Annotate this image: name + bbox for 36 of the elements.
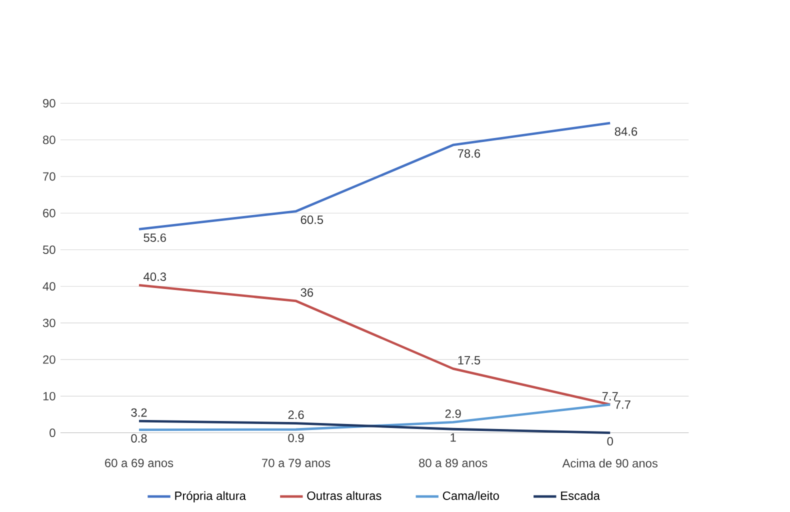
data-label: 2.6	[288, 410, 304, 419]
data-label: 1	[450, 433, 456, 442]
legend-label: Escada	[561, 491, 600, 500]
data-label: 17.5	[458, 356, 480, 364]
data-label: 2.9	[445, 409, 461, 418]
data-label: 55.6	[144, 233, 166, 242]
data-label: 36	[300, 288, 314, 297]
data-label: 0	[607, 436, 613, 446]
legend-label: Cama/leito	[442, 491, 499, 500]
x-tick-label: 80 a 89 anos	[419, 458, 488, 468]
y-tick-label: 30	[42, 318, 56, 328]
data-label: 40.3	[144, 272, 166, 281]
data-label: 0.8	[131, 434, 147, 443]
y-tick-label: 60	[43, 208, 56, 218]
legend-label: Própria altura	[175, 491, 246, 502]
x-tick-label: 60 a 69 anos	[105, 458, 174, 468]
data-label: 3.2	[131, 408, 147, 417]
y-tick-label: 10	[43, 392, 56, 400]
data-label: 7.7	[602, 392, 618, 400]
y-tick-label: 70	[43, 172, 56, 181]
legend-label: Outras alturas	[307, 491, 382, 500]
y-tick-label: 40	[42, 282, 56, 290]
data-label: 78.6	[458, 149, 480, 158]
line-series	[138, 122, 612, 230]
data-label: 7.7	[614, 400, 630, 409]
y-tick-label: 80	[43, 136, 56, 144]
y-tick-label: 90	[43, 98, 56, 108]
x-tick-label: 70 a 79 anos	[262, 458, 330, 468]
y-tick-label: 20	[43, 355, 56, 364]
y-tick-label: 0	[50, 428, 56, 437]
line-series	[138, 420, 612, 434]
data-label: 60.5	[300, 215, 324, 224]
data-label: 84.6	[614, 127, 638, 136]
data-label: 0.9	[288, 434, 304, 442]
x-tick-label: Acima de 90 anos	[562, 458, 658, 468]
y-tick-label: 50	[42, 245, 56, 254]
